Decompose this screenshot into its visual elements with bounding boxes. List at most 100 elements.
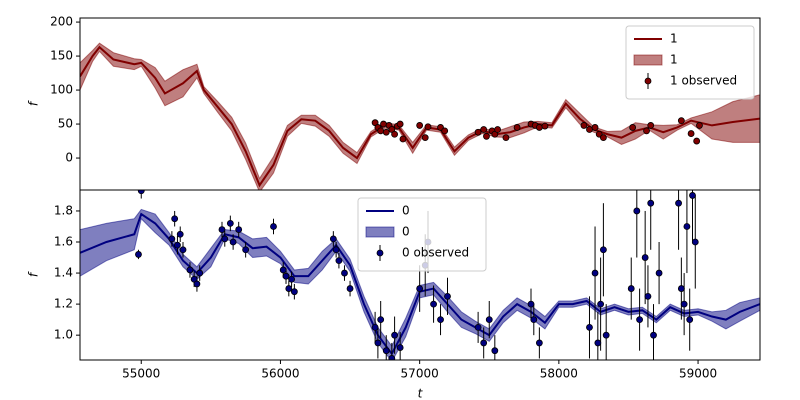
observed-point: [174, 241, 181, 249]
observed-point: [377, 316, 385, 324]
observed-point: [602, 331, 610, 339]
observed-point: [226, 219, 234, 227]
observed-point: [371, 323, 379, 331]
y-tick-label: 50: [58, 117, 73, 131]
y-tick-label: 0: [65, 151, 73, 165]
observed-point: [586, 323, 593, 331]
observed-point: [388, 355, 396, 360]
observed-point: [644, 292, 652, 300]
y-axis-label: f: [27, 271, 41, 277]
observed-point: [686, 316, 694, 324]
observed-point: [193, 280, 201, 288]
observed-point: [513, 124, 521, 131]
observed-point: [186, 266, 194, 274]
legend-label: 0: [402, 204, 410, 218]
observed-point: [437, 316, 444, 324]
observed-point: [633, 207, 641, 215]
observed-point: [677, 117, 685, 125]
observed-point: [444, 292, 451, 300]
observed-point: [527, 300, 535, 308]
observed-point: [480, 339, 488, 347]
observed-point: [586, 126, 593, 133]
y-tick-label: 1.2: [54, 297, 73, 311]
observed-point: [643, 127, 650, 135]
observed-point: [396, 344, 404, 351]
observed-point: [221, 235, 229, 243]
y-tick-label: 1.6: [54, 235, 73, 249]
legend-patch: [633, 54, 663, 66]
observed-point: [594, 339, 602, 347]
y-axis-label: f: [27, 100, 41, 106]
observed-point: [535, 124, 543, 131]
x-tick-label: 58000: [540, 367, 578, 381]
y-tick-label: 1.4: [54, 266, 73, 280]
observed-point: [655, 269, 663, 277]
observed-point: [179, 246, 187, 254]
x-tick-label: 59000: [679, 367, 717, 381]
observed-point: [279, 266, 287, 274]
legend-label: 1: [670, 32, 678, 46]
legend-box: [357, 197, 487, 272]
observed-point: [335, 257, 343, 265]
observed-point: [629, 124, 637, 131]
observed-point: [591, 269, 599, 277]
observed-point: [647, 199, 655, 207]
y-tick-label: 150: [50, 49, 73, 63]
observed-point: [485, 316, 493, 324]
observed-point: [242, 246, 250, 254]
observed-point: [535, 339, 543, 347]
legend-marker: [644, 77, 652, 85]
legend-label: 0 observed: [402, 246, 469, 260]
observed-point: [396, 120, 404, 128]
observed-point: [599, 246, 607, 254]
y-tick-label: 1.0: [54, 328, 73, 342]
observed-point: [480, 126, 488, 133]
observed-point: [421, 134, 429, 142]
observed-point: [474, 323, 482, 331]
observed-point: [494, 126, 502, 133]
x-tick-label: 57000: [401, 367, 439, 381]
plot-area: [80, 190, 760, 360]
confidence-band: [80, 42, 760, 190]
observed-point: [530, 316, 538, 324]
observed-point: [597, 300, 605, 308]
observed-point: [290, 288, 298, 296]
observed-point: [171, 215, 179, 223]
observed-point: [416, 122, 424, 129]
observed-point: [196, 269, 204, 277]
legend-label: 1 observed: [670, 74, 737, 88]
observed-point: [382, 347, 390, 355]
legend-label: 1: [670, 53, 678, 67]
legend-label: 0: [402, 225, 410, 239]
legend-patch: [365, 226, 395, 238]
observed-point: [441, 127, 449, 135]
observed-point: [218, 226, 226, 233]
observed-point: [650, 331, 657, 339]
observed-point: [391, 331, 398, 339]
observed-point: [288, 275, 295, 283]
observed-point: [235, 226, 243, 233]
observed-point: [332, 246, 340, 254]
observed-point: [677, 285, 685, 292]
observed-point: [647, 122, 655, 129]
observed-point: [329, 235, 337, 243]
x-tick-label: 55000: [122, 367, 160, 381]
observed-point: [680, 300, 688, 308]
observed-point: [270, 223, 277, 230]
observed-point: [689, 192, 696, 199]
plot-area: [80, 42, 760, 190]
observed-point: [399, 135, 407, 143]
x-tick-label: 56000: [261, 367, 299, 381]
observed-point: [176, 230, 184, 238]
observed-point: [391, 130, 398, 138]
observed-point: [580, 122, 588, 129]
observed-point: [491, 347, 499, 355]
x-axis-label: t: [418, 387, 424, 400]
observed-point: [135, 251, 142, 258]
observed-point: [691, 238, 699, 246]
observed-point: [382, 128, 390, 136]
observed-point: [675, 199, 682, 207]
observed-point: [696, 122, 703, 129]
observed-point: [636, 316, 643, 324]
